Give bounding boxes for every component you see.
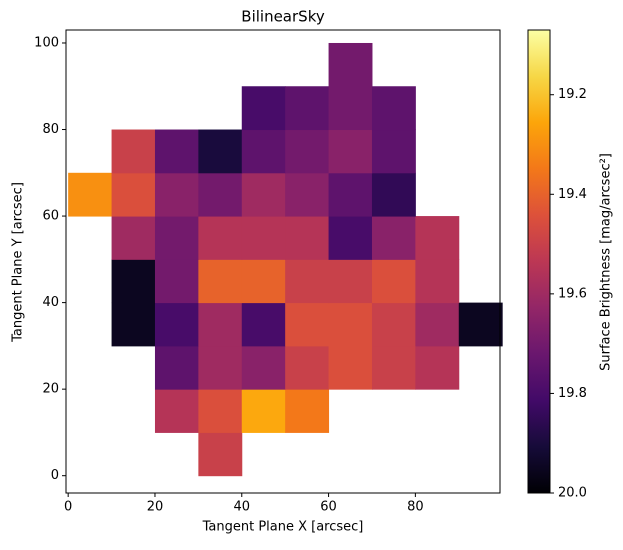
- heatmap-cell: [198, 302, 243, 347]
- y-axis-label: Tangent Plane Y [arcsec]: [11, 182, 26, 343]
- heatmap-cell: [415, 216, 460, 260]
- x-tick-label: 60: [320, 500, 337, 515]
- colorbar-tick-label: 19.2: [558, 87, 587, 102]
- heatmap-cell: [285, 259, 330, 304]
- plot-frame: [65, 29, 501, 494]
- heatmap-cell: [154, 172, 199, 217]
- heatmap-cell: [328, 172, 373, 217]
- heatmap-cell: [371, 302, 416, 347]
- heatmap-cell: [241, 345, 286, 390]
- heatmap-cell: [198, 129, 243, 174]
- heatmap-cell: [198, 432, 243, 477]
- heatmap-cell: [241, 302, 286, 347]
- y-tick-label: 40: [42, 295, 59, 310]
- colorbar-tick-label: 19.6: [558, 286, 587, 301]
- heatmap-cell: [328, 259, 373, 304]
- heatmap-cell: [285, 129, 330, 174]
- heatmap-cell: [198, 345, 243, 390]
- heatmap-cell: [241, 259, 286, 304]
- heatmap-cell: [371, 259, 416, 304]
- heatmap-cell: [415, 302, 460, 347]
- heatmap-cell: [111, 302, 156, 347]
- heatmap-cell: [285, 86, 330, 131]
- y-tick-label: 60: [42, 209, 59, 224]
- y-tick-label: 0: [51, 468, 59, 483]
- heatmap-cell: [111, 129, 156, 174]
- heatmap-cell: [371, 86, 416, 131]
- y-tick-label: 20: [42, 382, 59, 397]
- heatmap-cell: [111, 259, 156, 304]
- heatmap-cell: [285, 216, 330, 260]
- heatmap-cell: [241, 216, 286, 260]
- heatmap-cell: [371, 345, 416, 390]
- heatmap-cell: [328, 302, 373, 347]
- heatmap-cell: [198, 389, 243, 433]
- colorbar-label: Surface Brightness [mag/arcsec²]: [599, 153, 614, 371]
- heatmap-cell: [154, 302, 199, 347]
- heatmap-cell: [458, 302, 503, 347]
- heatmap-cell: [154, 259, 199, 304]
- heatmap-cell: [285, 172, 330, 217]
- heatmap-cell: [198, 216, 243, 260]
- x-tick-label: 40: [233, 500, 250, 515]
- heatmap-cell: [154, 216, 199, 260]
- y-tick-label: 100: [34, 35, 59, 50]
- heatmap-cell: [241, 389, 286, 433]
- heatmap-cell: [328, 345, 373, 390]
- heatmap-cell: [328, 86, 373, 131]
- heatmap-cell: [285, 389, 330, 433]
- y-tick-label: 80: [42, 122, 59, 137]
- heatmap-cell: [241, 129, 286, 174]
- chart-title: BilinearSky: [241, 8, 325, 26]
- heatmap-cell: [415, 259, 460, 304]
- heatmap-cell: [328, 216, 373, 260]
- colorbar: [527, 29, 551, 494]
- heatmap-cell: [241, 86, 286, 131]
- heatmap-cell: [198, 172, 243, 217]
- x-tick-label: 0: [64, 500, 72, 515]
- heatmap-cell: [68, 172, 113, 217]
- heatmap-cell: [241, 172, 286, 217]
- heatmap-cell: [285, 302, 330, 347]
- x-tick-label: 80: [407, 500, 424, 515]
- heatmap-cell: [285, 345, 330, 390]
- heatmap-cell: [111, 172, 156, 217]
- heatmap-cell: [328, 129, 373, 174]
- heatmap-cell: [415, 345, 460, 390]
- x-tick-label: 20: [147, 500, 164, 515]
- x-axis-label: Tangent Plane X [arcsec]: [202, 520, 364, 535]
- heatmap-cell: [154, 129, 199, 174]
- heatmap-cell: [328, 42, 373, 87]
- heatmap-cell: [198, 259, 243, 304]
- colorbar-tick-label: 19.8: [558, 386, 587, 401]
- colorbar-tick-label: 20.0: [558, 486, 587, 501]
- colorbar-tick-label: 19.4: [558, 187, 587, 202]
- heatmap-cell: [371, 172, 416, 217]
- heatmap-cell: [371, 216, 416, 260]
- heatmap-cell: [154, 389, 199, 433]
- heatmap-cell: [154, 345, 199, 390]
- heatmap-cell: [371, 129, 416, 174]
- heatmap-cell: [111, 216, 156, 260]
